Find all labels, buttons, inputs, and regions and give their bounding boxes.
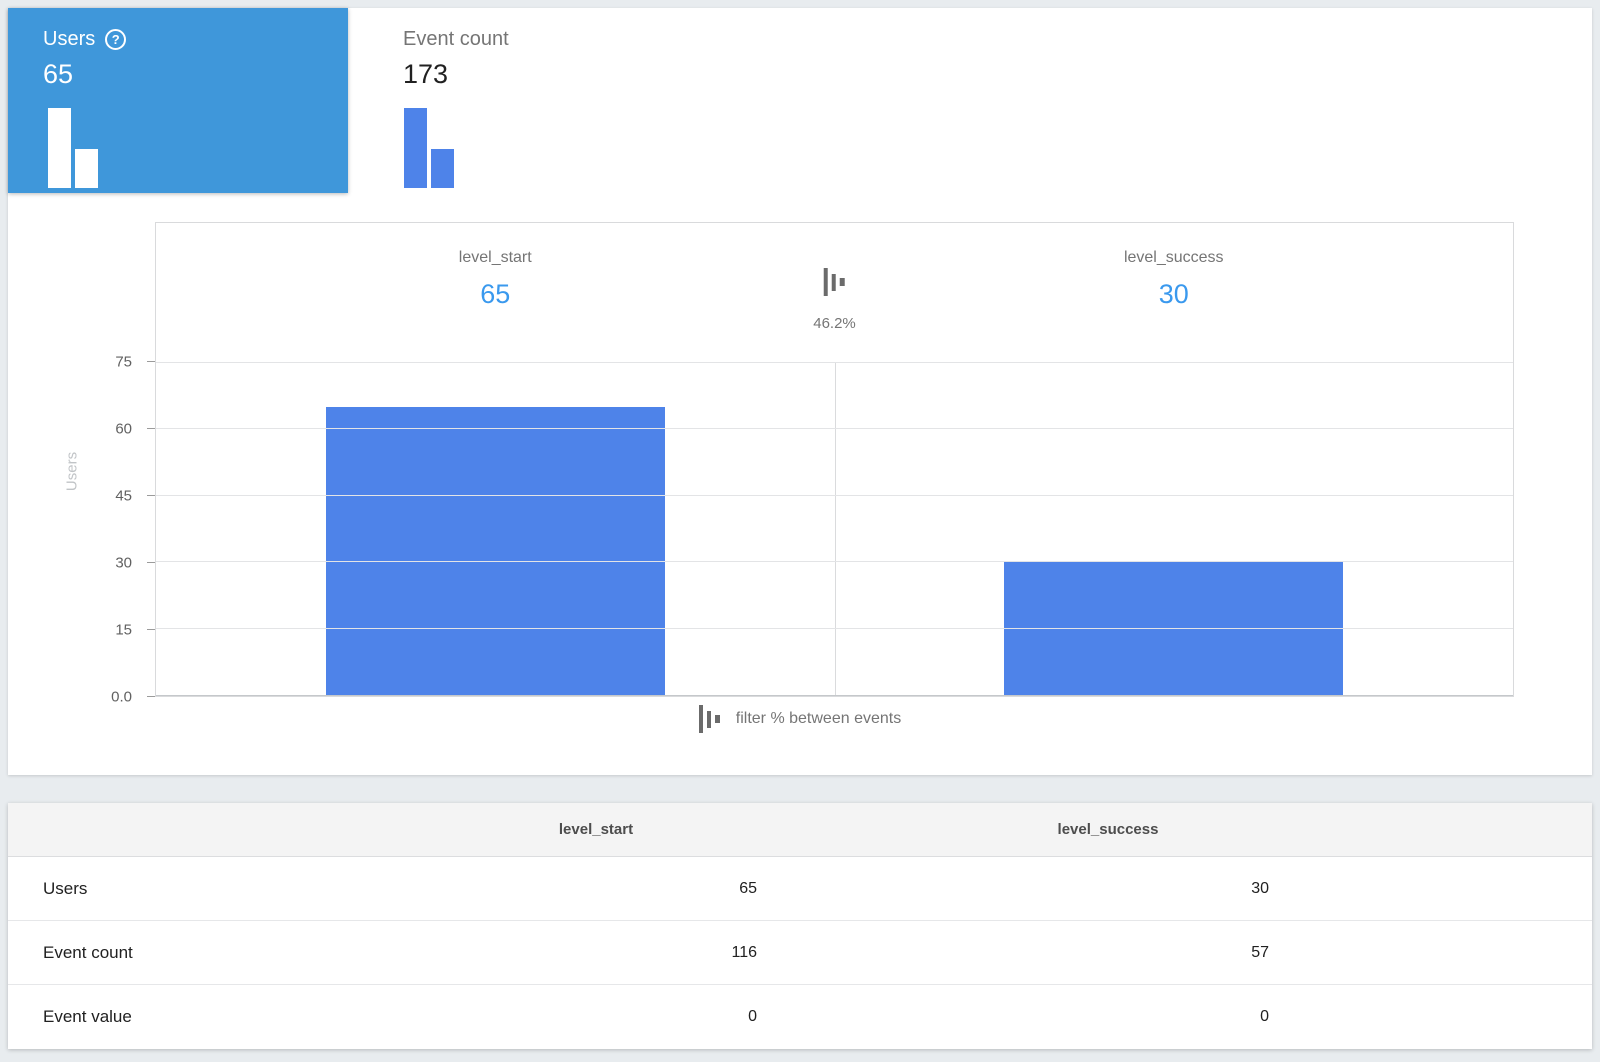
events-table: level_start level_success Users 65 30 Ev… xyxy=(8,803,1592,1049)
tab-event-count-label: Event count xyxy=(403,28,509,50)
tab-users-label: Users xyxy=(43,28,96,50)
filter-icon xyxy=(813,267,856,297)
help-icon[interactable]: ? xyxy=(105,29,127,50)
bar-chart-icon xyxy=(404,108,454,188)
tab-users-metric[interactable]: Users ? 65 xyxy=(8,8,348,193)
step-label: level_start xyxy=(458,249,532,266)
step-label: level_success xyxy=(1123,249,1224,266)
row-label: Users xyxy=(43,878,88,898)
funnel-chart: level_start 65 level_success 30 46.2% xyxy=(155,222,1514,697)
tab-event-count-metric[interactable]: Event count 173 xyxy=(388,8,708,193)
row-label: Event value xyxy=(43,1007,132,1026)
step-divider xyxy=(834,363,836,695)
step-value: 30 xyxy=(1158,279,1189,309)
table-row: Users 65 30 xyxy=(8,857,1592,921)
y-axis-ticks xyxy=(147,361,155,697)
row-label: Event count xyxy=(43,942,133,962)
plot-area xyxy=(156,362,1514,696)
table-row: Event count 116 57 xyxy=(8,921,1592,985)
filter-icon xyxy=(698,704,720,734)
funnel-step-level-success xyxy=(835,363,1514,695)
table-header-row: level_start level_success xyxy=(8,803,1592,857)
tab-users-value: 65 xyxy=(43,59,74,89)
table-cell: 57 xyxy=(1251,943,1269,961)
column-header-level-start: level_start xyxy=(558,821,634,838)
table-cell: 65 xyxy=(739,879,757,897)
y-axis-labels: 0.0 15 30 45 60 75 xyxy=(111,353,132,706)
table-row: Event value 0 0 xyxy=(8,985,1592,1049)
step-header-level-start: level_start 65 xyxy=(156,223,835,363)
table-cell: 30 xyxy=(1251,879,1269,897)
table-cell: 0 xyxy=(748,1008,757,1025)
tab-event-count-value: 173 xyxy=(403,59,449,89)
table-cell: 0 xyxy=(1260,1008,1269,1025)
transition-percent: 46.2% xyxy=(813,315,856,332)
chart-legend: filter % between events xyxy=(8,704,1592,734)
transition-indicator: 46.2% xyxy=(813,267,856,332)
funnel-step-level-start xyxy=(156,363,835,695)
legend-text: filter % between events xyxy=(735,710,902,727)
analytics-card: Users ? 65 Event count 173 Users 0.0 15 30… xyxy=(8,8,1592,775)
step-value: 65 xyxy=(480,279,511,309)
funnel-bar[interactable] xyxy=(325,407,665,695)
bar-chart-icon xyxy=(48,108,98,188)
column-header-level-success: level_success xyxy=(1057,821,1159,838)
step-header-level-success: level_success 30 xyxy=(835,223,1514,363)
table-cell: 116 xyxy=(731,943,757,961)
